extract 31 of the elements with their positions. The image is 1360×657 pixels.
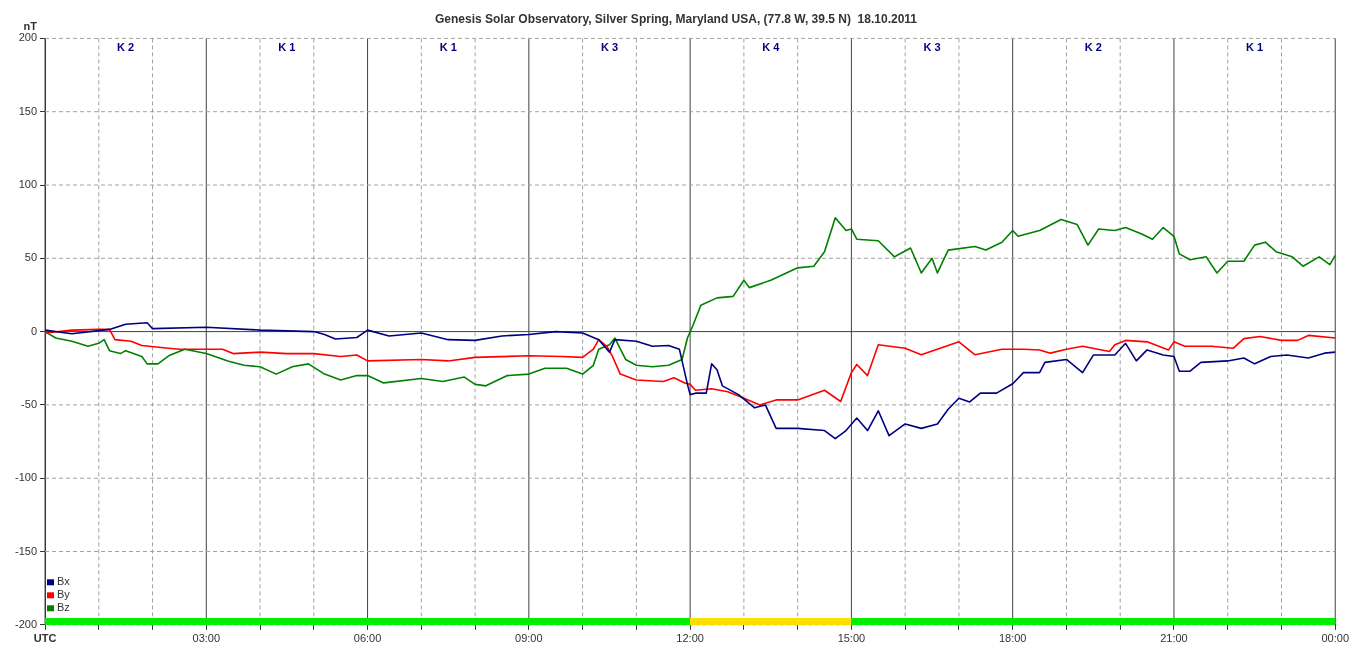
y-tick-label: 50 (24, 251, 38, 264)
x-tick-label: 15:00 (837, 632, 866, 645)
y-tick-label: -100 (14, 471, 38, 484)
x-tick-label: 03:00 (192, 632, 221, 645)
y-tick-label: 200 (18, 31, 38, 44)
legend-label: Bx (57, 575, 71, 588)
annotation: K 3 (600, 40, 619, 53)
x-tick-label: 06:00 (353, 632, 382, 645)
y-tick-label: -50 (21, 397, 38, 410)
x-tick-label: UTC (33, 632, 57, 645)
legend-label: Bz (57, 601, 70, 614)
y-axis-title: nT (23, 19, 38, 32)
annotation: K 2 (1084, 40, 1102, 53)
x-tick-label: 21:00 (1160, 632, 1188, 645)
x-tick-label: 12:00 (676, 632, 704, 645)
x-tick-label: 18:00 (998, 632, 1027, 645)
y-tick-label: 100 (18, 178, 38, 191)
y-tick-label: -150 (14, 544, 38, 557)
annotation: K 2 (117, 40, 135, 53)
annotation: K 3 (923, 40, 941, 53)
annotation: K 1 (1246, 40, 1264, 53)
chart-title: Genesis Solar Observatory, Silver Spring, Maryland USA, (77.8 W, 39.5 N) 18.10.2011 (435, 11, 918, 26)
legend-label: By (57, 588, 71, 601)
annotation: K 1 (278, 40, 296, 53)
y-tick-label: 0 (30, 324, 38, 337)
x-tick-label: 09:00 (515, 632, 543, 645)
y-tick-label: -200 (14, 617, 38, 630)
annotation: K 1 (439, 40, 457, 53)
annotation: K 4 (762, 40, 781, 53)
y-tick-label: 150 (18, 104, 38, 117)
x-tick-label: 00:00 (1321, 632, 1349, 645)
